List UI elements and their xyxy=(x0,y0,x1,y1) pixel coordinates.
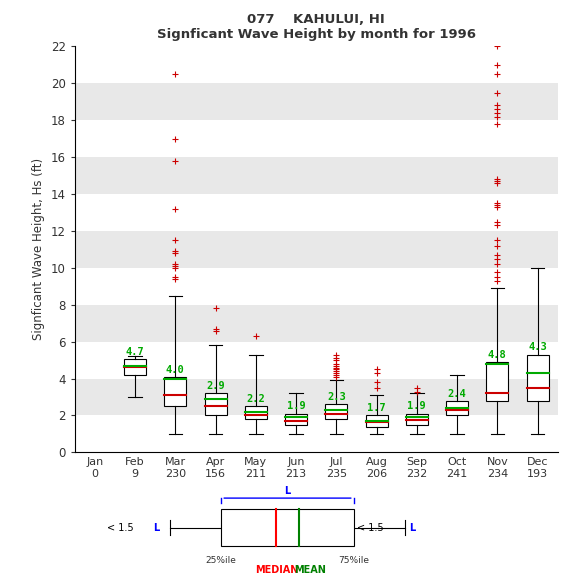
Text: 75%ile: 75%ile xyxy=(338,556,369,565)
Bar xyxy=(75,415,558,452)
Bar xyxy=(486,362,508,401)
Text: MEDIAN: MEDIAN xyxy=(255,565,298,575)
Text: 4.8: 4.8 xyxy=(488,350,507,360)
Text: 4.7: 4.7 xyxy=(126,347,144,357)
Bar xyxy=(325,404,347,419)
Bar xyxy=(245,406,267,419)
Text: MEAN: MEAN xyxy=(294,565,325,575)
Bar xyxy=(285,414,307,425)
Text: 4.3: 4.3 xyxy=(528,342,547,353)
Bar xyxy=(75,304,558,342)
Y-axis label: Signficant Wave Height, Hs (ft): Signficant Wave Height, Hs (ft) xyxy=(32,158,45,340)
Text: 1.9: 1.9 xyxy=(287,401,305,411)
Text: < 1.5: < 1.5 xyxy=(358,523,387,533)
Bar xyxy=(124,359,146,375)
Bar xyxy=(366,415,388,426)
Bar xyxy=(75,157,558,194)
Bar xyxy=(75,231,558,268)
Bar xyxy=(75,46,558,84)
Bar xyxy=(527,354,549,401)
Text: 2.3: 2.3 xyxy=(327,392,346,402)
Bar xyxy=(164,377,186,406)
Bar xyxy=(75,194,558,231)
Bar xyxy=(75,342,558,379)
Bar xyxy=(205,393,227,415)
Text: 2.2: 2.2 xyxy=(247,394,265,404)
Bar xyxy=(75,379,558,415)
Text: 2.9: 2.9 xyxy=(206,381,225,391)
Bar xyxy=(75,268,558,305)
Text: 2.4: 2.4 xyxy=(448,389,466,398)
Text: L: L xyxy=(409,523,415,533)
Text: 4.0: 4.0 xyxy=(166,364,185,375)
Title: 077    KAHULUI, HI
Signficant Wave Height by month for 1996: 077 KAHULUI, HI Signficant Wave Height b… xyxy=(157,13,476,41)
Bar xyxy=(221,509,354,546)
Text: L: L xyxy=(153,523,159,533)
Text: 1.9: 1.9 xyxy=(408,401,426,411)
Text: L: L xyxy=(285,486,290,496)
Text: < 1.5: < 1.5 xyxy=(107,523,137,533)
Text: 1.7: 1.7 xyxy=(367,403,386,414)
Bar xyxy=(406,414,428,425)
Bar xyxy=(446,401,468,415)
Bar xyxy=(75,120,558,157)
Bar xyxy=(75,84,558,120)
Text: 25%ile: 25%ile xyxy=(206,556,237,565)
